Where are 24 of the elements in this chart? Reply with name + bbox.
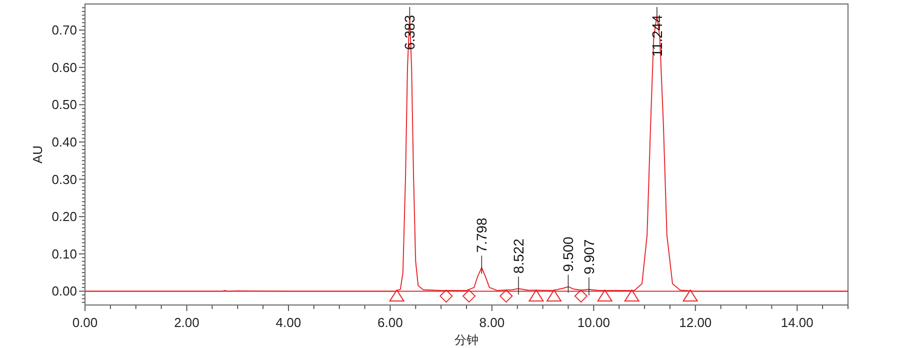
annotation: 9.907 <box>580 239 597 274</box>
y-tick-label: 0.70 <box>52 22 77 38</box>
x-axis-title: 分钟 <box>454 333 478 347</box>
annotation: 9.500 <box>560 236 576 272</box>
x-tick-label: 4.00 <box>276 315 302 330</box>
annotation: 6.383 <box>402 14 418 50</box>
x-tick-label: 0.00 <box>72 315 98 330</box>
x-tick-label: 8.00 <box>479 315 505 330</box>
y-tick-label: 0.60 <box>52 60 77 75</box>
annotation: 11.244 <box>648 14 665 57</box>
y-tick-label: 0.20 <box>52 209 77 224</box>
y-axis-title: AU <box>30 145 45 164</box>
x-tick-label: 2.00 <box>174 315 200 330</box>
annotation: 7.798 <box>474 217 490 253</box>
y-tick-label: 0.30 <box>52 172 77 187</box>
y-tick-label: 0.50 <box>52 97 77 112</box>
x-tick-label: 6.00 <box>378 315 403 330</box>
x-tick-label: 12.00 <box>679 315 712 330</box>
y-tick-label: 0.00 <box>52 284 77 299</box>
y-tick-label: 0.10 <box>52 246 77 262</box>
x-tick-label: 10.00 <box>577 315 610 330</box>
x-tick-label: 14.00 <box>780 315 814 330</box>
y-tick-label: 0.40 <box>52 134 77 150</box>
annotation: 8.522 <box>510 238 526 274</box>
